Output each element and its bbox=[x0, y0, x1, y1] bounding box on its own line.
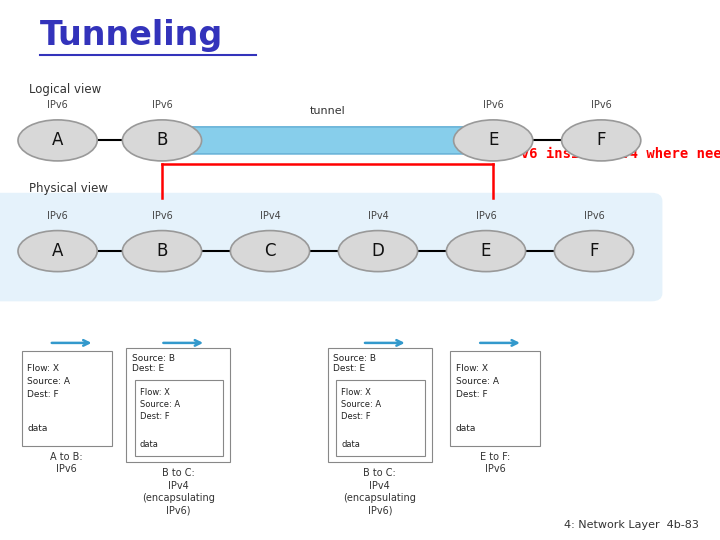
Text: Dest: F: Dest: F bbox=[341, 413, 371, 421]
Text: Tunneling: Tunneling bbox=[40, 19, 223, 52]
Ellipse shape bbox=[338, 231, 418, 272]
Text: IPv6: IPv6 bbox=[584, 211, 604, 221]
Text: E: E bbox=[481, 242, 491, 260]
Text: data: data bbox=[341, 440, 360, 449]
FancyBboxPatch shape bbox=[135, 380, 223, 456]
Text: Flow: X: Flow: X bbox=[341, 388, 371, 397]
Ellipse shape bbox=[122, 231, 202, 272]
Ellipse shape bbox=[122, 120, 202, 161]
Text: Dest: F: Dest: F bbox=[27, 390, 59, 399]
Text: B: B bbox=[156, 242, 168, 260]
Text: Source: A: Source: A bbox=[27, 377, 71, 386]
FancyBboxPatch shape bbox=[126, 348, 230, 462]
Text: Source: A: Source: A bbox=[140, 400, 180, 409]
Text: IPv6: IPv6 bbox=[483, 100, 503, 110]
Ellipse shape bbox=[454, 120, 533, 161]
Text: C: C bbox=[264, 242, 276, 260]
Text: Source: B: Source: B bbox=[333, 354, 377, 363]
FancyBboxPatch shape bbox=[328, 348, 432, 462]
FancyBboxPatch shape bbox=[450, 351, 540, 445]
Ellipse shape bbox=[230, 231, 310, 272]
Text: data: data bbox=[456, 424, 476, 433]
Text: data: data bbox=[140, 440, 158, 449]
Text: D: D bbox=[372, 242, 384, 260]
Text: Source: A: Source: A bbox=[341, 400, 382, 409]
Text: IPv6: IPv6 bbox=[591, 100, 611, 110]
Text: IPv6: IPv6 bbox=[48, 100, 68, 110]
Text: Dest: E: Dest: E bbox=[333, 364, 366, 373]
FancyBboxPatch shape bbox=[0, 193, 662, 301]
Text: Physical view: Physical view bbox=[29, 183, 108, 195]
Text: IPv4: IPv4 bbox=[260, 211, 280, 221]
Text: F: F bbox=[596, 131, 606, 150]
Text: A: A bbox=[52, 242, 63, 260]
Ellipse shape bbox=[554, 231, 634, 272]
Text: IPv6: IPv6 bbox=[476, 211, 496, 221]
Text: IPv6: IPv6 bbox=[48, 211, 68, 221]
Ellipse shape bbox=[446, 231, 526, 272]
Text: Source: B: Source: B bbox=[132, 354, 175, 363]
Text: A to B:
IPv6: A to B: IPv6 bbox=[50, 452, 83, 474]
Text: F: F bbox=[589, 242, 599, 260]
Text: B to C:
IPv4
(encapsulating
IPv6): B to C: IPv4 (encapsulating IPv6) bbox=[343, 468, 416, 515]
Text: Dest: E: Dest: E bbox=[132, 364, 164, 373]
FancyBboxPatch shape bbox=[22, 351, 112, 445]
FancyBboxPatch shape bbox=[159, 127, 496, 154]
Text: Flow: X: Flow: X bbox=[140, 388, 169, 397]
Text: Logical view: Logical view bbox=[29, 83, 101, 96]
Text: data: data bbox=[27, 424, 48, 433]
Text: A: A bbox=[52, 131, 63, 150]
Ellipse shape bbox=[18, 231, 97, 272]
Text: B: B bbox=[156, 131, 168, 150]
Text: Flow: X: Flow: X bbox=[456, 363, 487, 373]
Text: E to F:
IPv6: E to F: IPv6 bbox=[480, 452, 510, 474]
FancyBboxPatch shape bbox=[336, 380, 425, 456]
Text: Source: A: Source: A bbox=[456, 377, 499, 386]
Ellipse shape bbox=[18, 120, 97, 161]
Text: IPv4: IPv4 bbox=[368, 211, 388, 221]
Text: E: E bbox=[488, 131, 498, 150]
Text: IPv6 inside IPv4 where needed: IPv6 inside IPv4 where needed bbox=[504, 147, 720, 161]
Text: B to C:
IPv4
(encapsulating
IPv6): B to C: IPv4 (encapsulating IPv6) bbox=[142, 468, 215, 515]
Text: Flow: X: Flow: X bbox=[27, 363, 59, 373]
Text: IPv6: IPv6 bbox=[152, 100, 172, 110]
Text: tunnel: tunnel bbox=[310, 105, 346, 116]
Text: IPv6: IPv6 bbox=[152, 211, 172, 221]
Text: Dest: F: Dest: F bbox=[140, 413, 169, 421]
Text: Dest: F: Dest: F bbox=[456, 390, 487, 399]
Ellipse shape bbox=[562, 120, 641, 161]
Text: 4: Network Layer  4b-83: 4: Network Layer 4b-83 bbox=[564, 520, 698, 530]
